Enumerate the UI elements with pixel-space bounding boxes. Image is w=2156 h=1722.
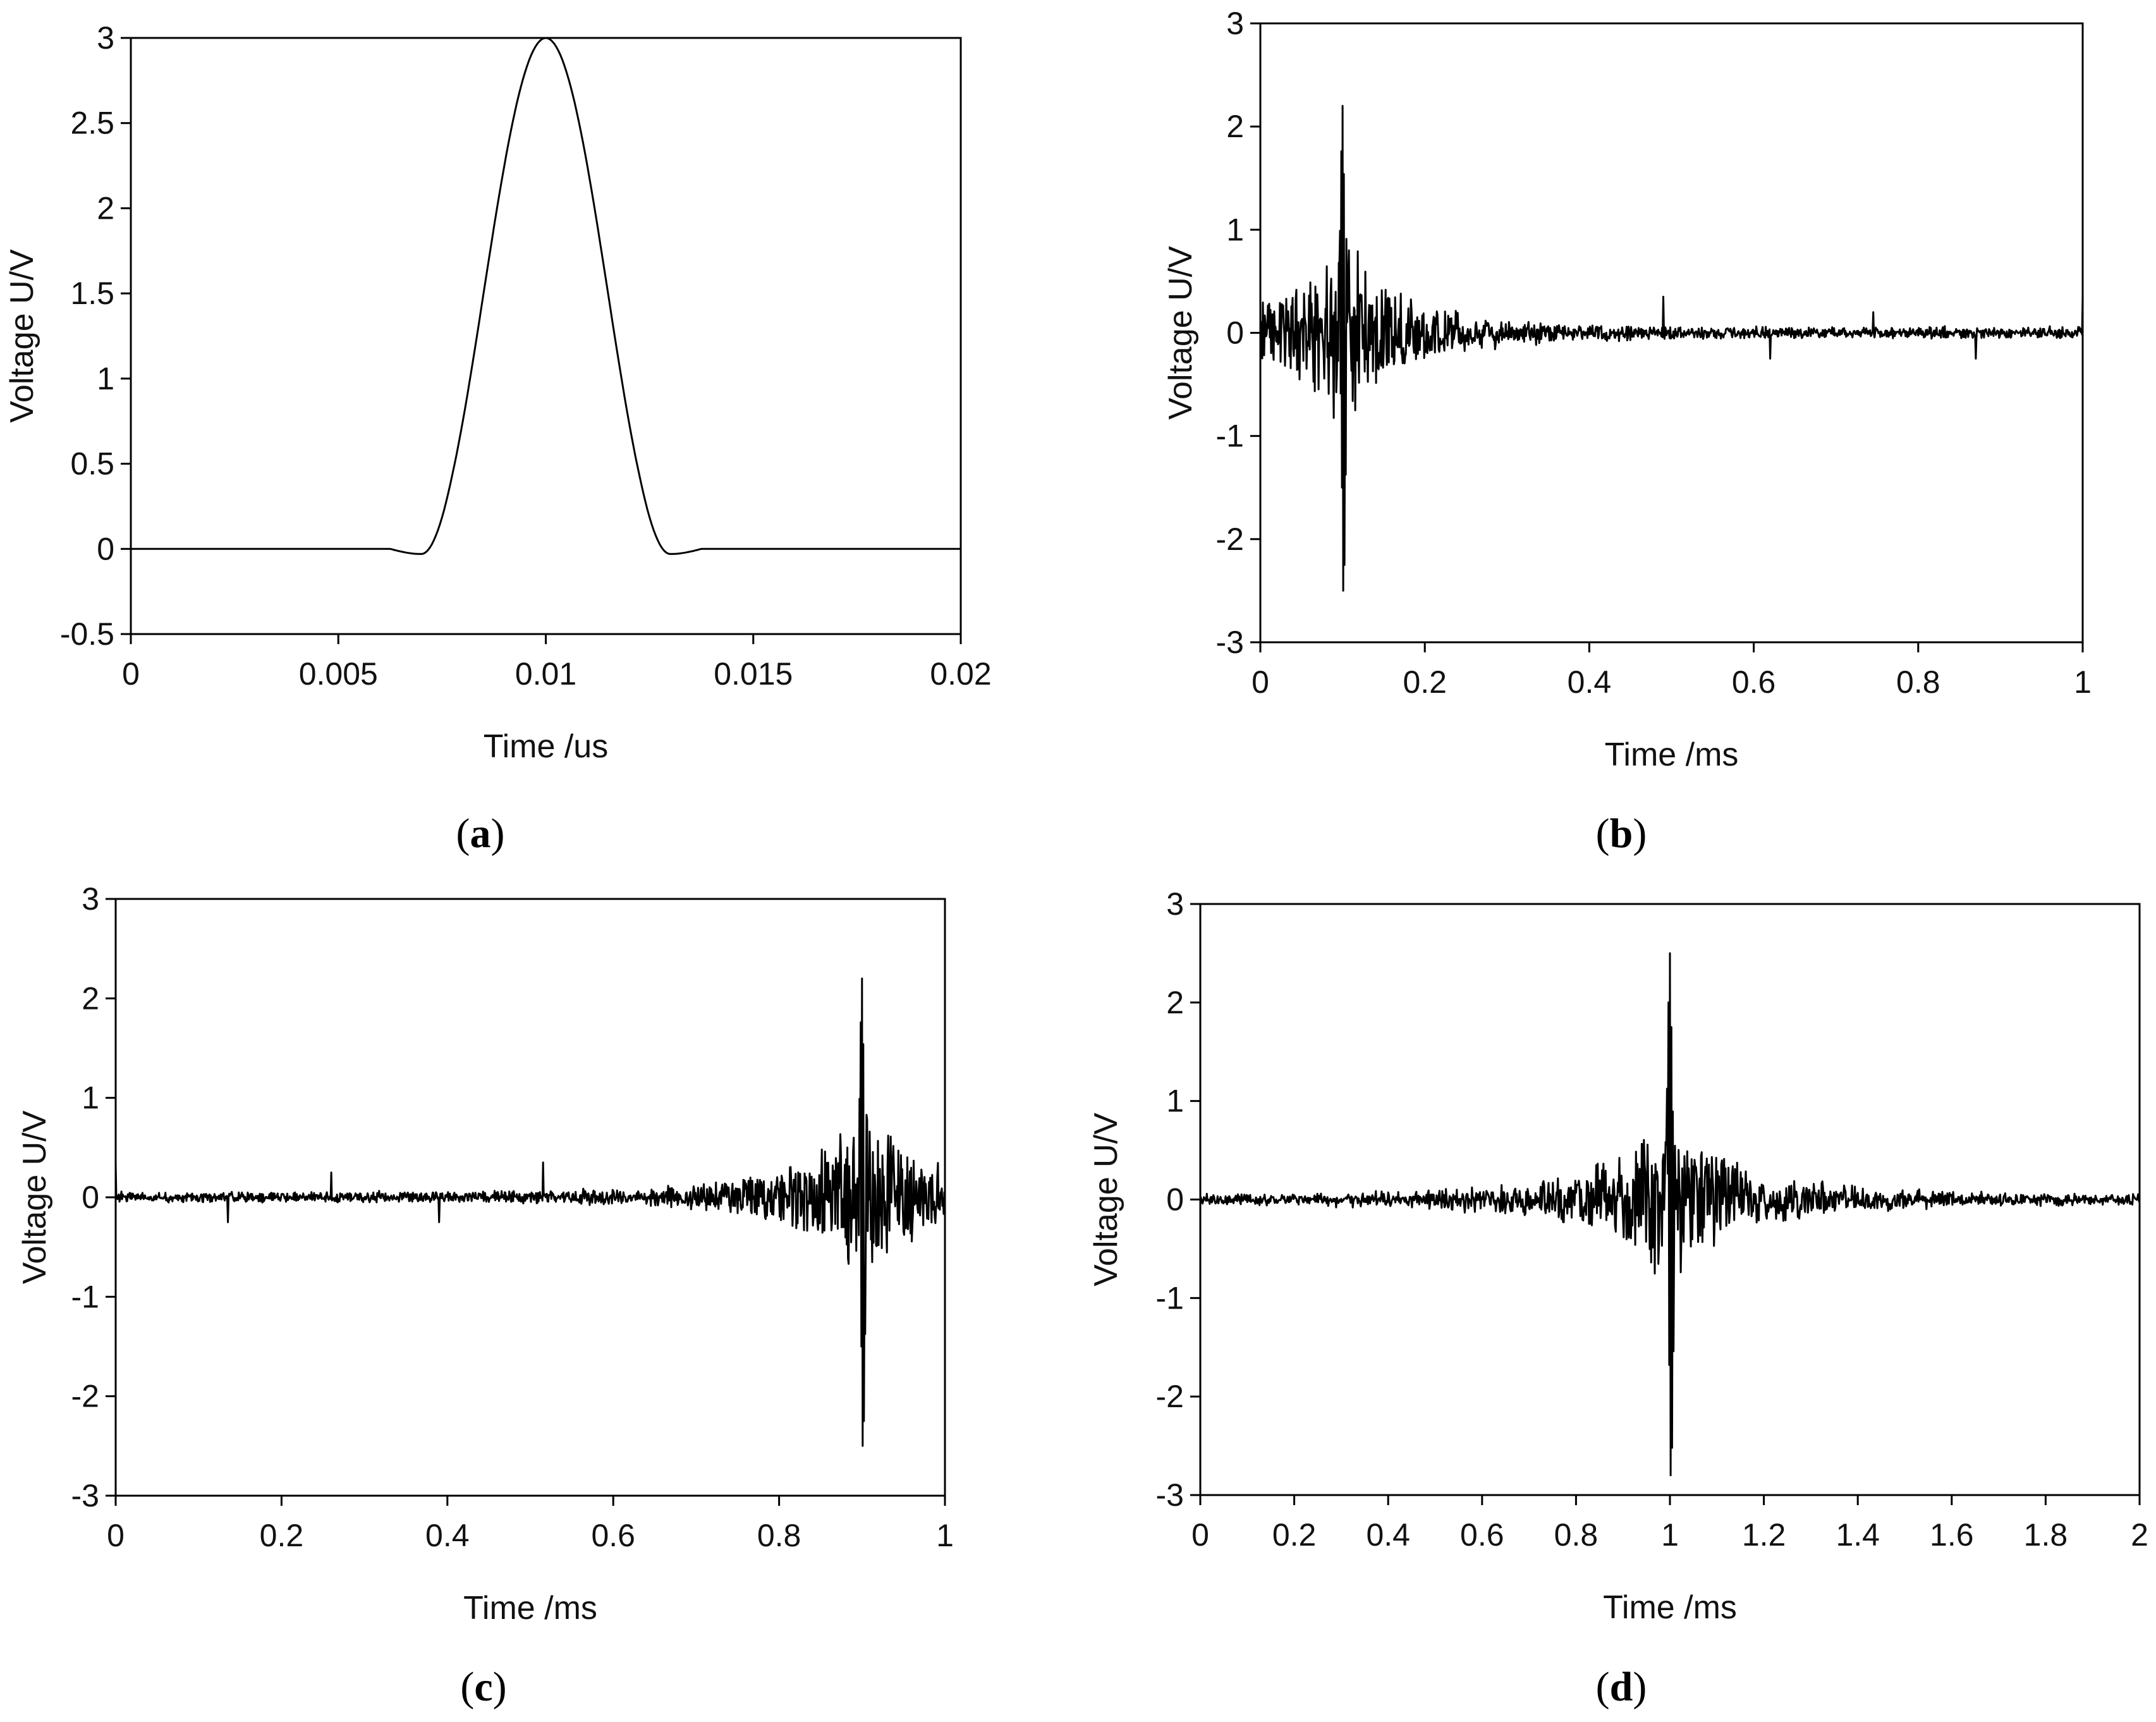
x-tick-label: 1.8 (2024, 1517, 2068, 1553)
x-tick-label: 1.4 (1836, 1517, 1880, 1553)
x-tick-label: 1 (2074, 664, 2092, 700)
y-tick-label: -1 (1156, 1280, 1184, 1316)
y-axis-label: Voltage U/V (1088, 1113, 1124, 1286)
y-tick-label: 0 (82, 1180, 99, 1215)
y-tick-label: 2 (82, 980, 99, 1016)
y-tick-label: 1 (1226, 212, 1244, 247)
x-tick-label: 0.2 (1403, 664, 1447, 700)
panel-b: -3 -2 -1 0 1 2 3 0 0.2 0.4 0.6 0.8 1 Time /ms Voltage … (1162, 6, 2092, 857)
y-tick-label: 2 (97, 190, 114, 226)
y-tick-label: 3 (1226, 6, 1244, 41)
x-tick-label: 0 (1191, 1517, 1209, 1553)
y-tick-label: 1 (1166, 1084, 1184, 1119)
x-tick-label: 0.2 (260, 1518, 304, 1553)
x-tick-label: 0 (1252, 664, 1269, 700)
y-tick-label: -2 (1216, 522, 1244, 557)
y-tick-label: 3 (97, 20, 114, 56)
panel-caption: (a) (456, 810, 505, 857)
panel-a: -0.500.511.522.530 0.005 0.01 0.015 0.02Time… (4, 20, 992, 857)
signal-line (114, 977, 946, 1447)
x-tick-label: 1.6 (1930, 1517, 1974, 1553)
x-axis-label: Time /ms (1603, 1589, 1737, 1626)
y-tick-label: 0 (97, 531, 114, 566)
y-tick-label: 2 (1226, 109, 1244, 144)
y-tick-label: -0.5 (60, 616, 114, 652)
x-tick-label: 2 (2131, 1517, 2148, 1553)
panel-caption: (c) (460, 1664, 506, 1710)
x-axis-label: Time /ms (463, 1590, 597, 1627)
y-tick-label: 0 (1226, 315, 1244, 351)
x-tick-label: 0 (107, 1518, 125, 1553)
y-tick-label: 3 (1166, 886, 1184, 922)
y-tick-label: 2.5 (70, 106, 114, 141)
x-tick-label: 0.005 (299, 656, 378, 692)
y-tick-label: 3 (82, 881, 99, 917)
x-tick-label: 0.6 (591, 1518, 635, 1553)
y-tick-label: -3 (1216, 625, 1244, 660)
x-tick-label: 0.02 (930, 656, 991, 692)
x-tick-label: 1 (1661, 1517, 1679, 1553)
x-tick-label: 0.2 (1272, 1517, 1317, 1553)
y-tick-label: 1 (82, 1080, 99, 1116)
y-axis-label: Voltage U/V (16, 1110, 53, 1284)
x-axis-label: Time /us (484, 728, 608, 765)
y-tick-label: -2 (1156, 1379, 1184, 1414)
signal-line (131, 37, 961, 555)
panel-caption: (b) (1596, 810, 1647, 857)
y-tick-label: 0.5 (70, 446, 114, 482)
y-tick-label: 1 (97, 361, 114, 396)
y-axis-label: Voltage U/V (1162, 246, 1199, 420)
signal-line (1199, 952, 2141, 1477)
x-tick-label: 0.8 (757, 1518, 801, 1553)
y-tick-label: -3 (71, 1478, 99, 1513)
x-tick-label: 0.8 (1896, 664, 1940, 700)
panel-d: -3 -2 -1 0 1 2 3 0 0.2 0.4 0.6 0.8 1 1.2 1.4 1.6 1.8 2 Tim… (1088, 886, 2148, 1710)
y-axis-label: Voltage U/V (4, 249, 40, 423)
x-tick-label: 0.8 (1554, 1517, 1599, 1553)
x-tick-label: 0.4 (1568, 664, 1612, 700)
panel-caption: (d) (1596, 1664, 1647, 1710)
y-tick-label: 1.5 (70, 276, 114, 311)
x-tick-label: 0 (122, 656, 140, 692)
x-tick-label: 1 (936, 1518, 954, 1553)
y-tick-label: -2 (71, 1379, 99, 1414)
y-tick-label: -1 (1216, 418, 1244, 454)
x-tick-label: 1.2 (1742, 1517, 1786, 1553)
y-tick-label: -3 (1156, 1477, 1184, 1513)
x-tick-label: 0.6 (1732, 664, 1776, 700)
x-tick-label: 0.6 (1460, 1517, 1504, 1553)
panel-c: -3 -2 -1 0 1 2 3 0 0.2 0.4 0.6 0.8 1 Time /ms Voltage … (16, 881, 954, 1710)
y-tick-label: 0 (1166, 1182, 1184, 1218)
x-tick-label: 0.4 (425, 1518, 470, 1553)
y-tick-label: 2 (1166, 985, 1184, 1020)
x-tick-label: 0.01 (515, 656, 576, 692)
x-tick-label: 0.015 (714, 656, 793, 692)
x-tick-label: 0.4 (1366, 1517, 1410, 1553)
plot-frame (130, 37, 962, 635)
x-axis-label: Time /ms (1605, 736, 1739, 773)
signal-line (1259, 105, 2084, 592)
y-tick-label: -1 (71, 1279, 99, 1314)
